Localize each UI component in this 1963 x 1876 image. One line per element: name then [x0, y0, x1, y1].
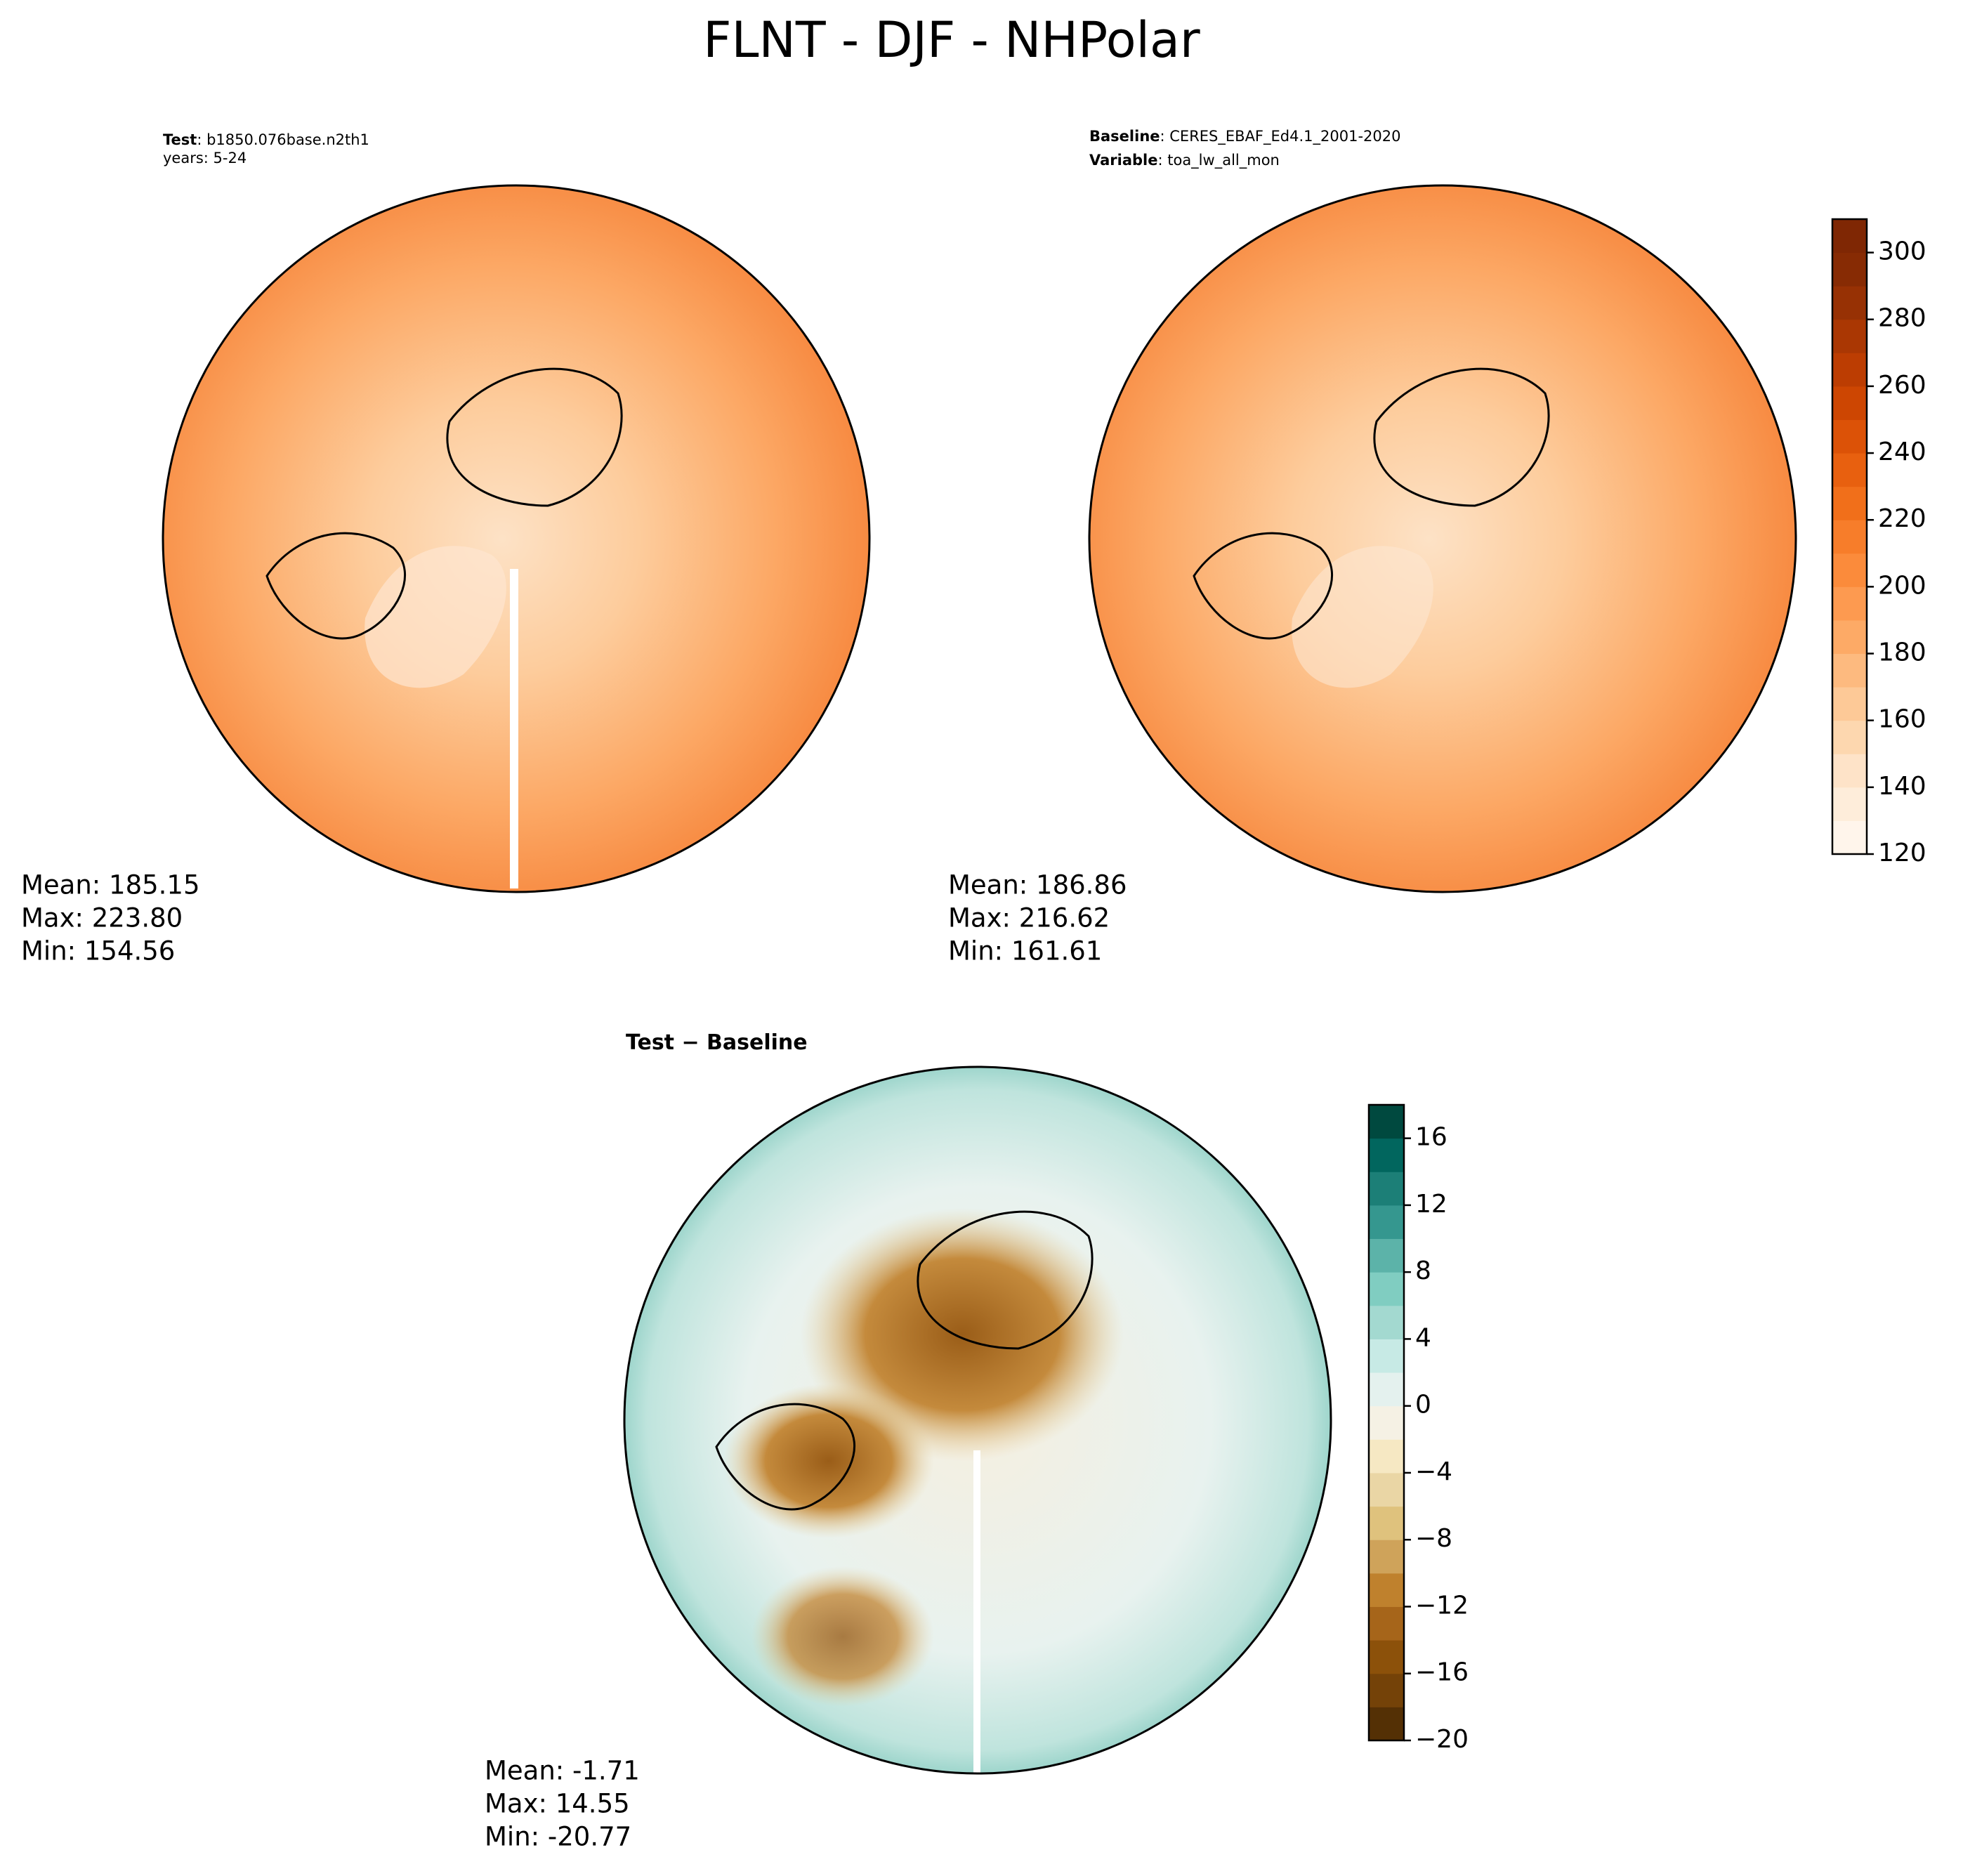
colorbar-band [1369, 1707, 1404, 1741]
colorbar-band [1369, 1606, 1404, 1641]
colorbar-tick-label: 300 [1878, 237, 1926, 266]
stat-text: Mean: -1.71 [485, 1756, 640, 1786]
colorbar-tick-label: 8 [1415, 1257, 1431, 1285]
colorbar-tick-label: 0 [1415, 1391, 1431, 1419]
colorbar-band [1832, 787, 1867, 821]
colorbar-band [1369, 1105, 1404, 1139]
colorbar-band [1832, 319, 1867, 353]
colorbar-band [1369, 1339, 1404, 1373]
colorbar-band [1832, 520, 1867, 554]
map-test [162, 184, 871, 893]
colorbar-band [1832, 553, 1867, 587]
colorbar-tick-label: 280 [1878, 304, 1926, 333]
colorbar-band [1832, 353, 1867, 387]
header-text: years: 5-24 [163, 150, 247, 166]
panel: Baseline: CERES_EBAF_Ed4.1_2001-2020Vari… [948, 128, 1400, 966]
panel-header: Test: b1850.076base.n2th1 [163, 131, 369, 148]
colorbar-band [1832, 252, 1867, 287]
colorbar: 120 140 160 180 200 220 240 260 280 300 [1831, 218, 1926, 867]
panel-header: years: 5-24 [163, 150, 247, 166]
figure-title: FLNT - DJF - NHPolar [703, 11, 1200, 69]
header-key: Variable [1089, 152, 1157, 169]
panel: Test: b1850.076base.n2th1 years: 5-24 Mean… [21, 131, 369, 966]
colorbar-band [1369, 1405, 1404, 1440]
colorbar-tick-label: 220 [1878, 504, 1926, 533]
colorbar-frame [1831, 218, 1868, 855]
colorbar-band [1832, 720, 1867, 754]
header-text: : toa_lw_all_mon [1157, 152, 1279, 169]
stat-text: Mean: 186.86 [948, 870, 1127, 900]
colorbar-band [1369, 1640, 1404, 1674]
colorbar-band [1369, 1238, 1404, 1273]
colorbar-band [1369, 1372, 1404, 1407]
map-difference [623, 1065, 1332, 1775]
colorbar-tick-label: −4 [1415, 1457, 1452, 1486]
stat-text: Min: -20.77 [485, 1822, 631, 1852]
colorbar-tick-label: 4 [1415, 1323, 1431, 1352]
colorbar-band [1369, 1439, 1404, 1474]
colorbar-band [1832, 419, 1867, 454]
colorbar-tick-label: −12 [1415, 1591, 1469, 1620]
colorbar-tick-label: −16 [1415, 1658, 1469, 1687]
colorbar-tick-label: −20 [1415, 1725, 1469, 1754]
colorbar-band [1832, 586, 1867, 621]
colorbar-band [1832, 453, 1867, 487]
colorbar-tick-label: 120 [1878, 839, 1926, 867]
colorbar-frame [1367, 1103, 1405, 1742]
colorbar-band [1832, 286, 1867, 320]
colorbar-band [1369, 1205, 1404, 1240]
header-text: : b1850.076base.n2th1 [197, 131, 369, 148]
colorbar-band [1832, 619, 1867, 655]
stat-text: Mean: 185.15 [21, 870, 200, 900]
stat-text: Max: 14.55 [485, 1789, 630, 1819]
stat-text: Min: 154.56 [21, 936, 175, 966]
colorbar-band [1369, 1506, 1404, 1540]
colorbar-band [1369, 1540, 1404, 1574]
panel-header: Baseline: CERES_EBAF_Ed4.1_2001-2020 [1089, 128, 1400, 145]
colorbar-band [1832, 754, 1867, 788]
colorbar-tick-label: 140 [1878, 772, 1926, 801]
panel-header: Test − Baseline [626, 1030, 808, 1055]
panel-header: Variable: toa_lw_all_mon [1089, 152, 1280, 169]
header-text: : CERES_EBAF_Ed4.1_2001-2020 [1160, 128, 1401, 145]
colorbar-tick-label: 16 [1415, 1123, 1447, 1152]
colorbar-band [1369, 1172, 1404, 1206]
colorbar-tick-label: 260 [1878, 371, 1926, 400]
colorbar-tick-label: 12 [1415, 1190, 1447, 1219]
header-key: Baseline [1089, 128, 1160, 145]
colorbar-band [1832, 219, 1867, 254]
colorbar-band [1832, 653, 1867, 688]
stat-text: Max: 223.80 [21, 903, 183, 933]
header-key: Test [163, 131, 197, 148]
colorbar-band [1369, 1673, 1404, 1707]
colorbar-band [1832, 386, 1867, 420]
map-baseline [1088, 184, 1797, 893]
colorbar-tick-label: 180 [1878, 638, 1926, 667]
colorbar-band [1369, 1472, 1404, 1507]
colorbar: −20 −16 −12 −8 −4 0 4 8 12 16 [1367, 1103, 1469, 1754]
header-key: Test − Baseline [626, 1030, 808, 1055]
stat-text: Max: 216.62 [948, 903, 1110, 933]
colorbar-tick-label: 240 [1878, 438, 1926, 466]
colorbar-band [1369, 1272, 1404, 1306]
colorbar-band [1832, 687, 1867, 721]
colorbar-band [1369, 1305, 1404, 1339]
stat-text: Min: 161.61 [948, 936, 1102, 966]
colorbar-band [1832, 820, 1867, 855]
colorbar-tick-label: 160 [1878, 705, 1926, 734]
colorbar-tick-label: 200 [1878, 571, 1926, 600]
colorbar-tick-label: −8 [1415, 1524, 1452, 1553]
colorbar-band [1369, 1573, 1404, 1607]
colorbar-band [1832, 486, 1867, 520]
colorbar-band [1369, 1138, 1404, 1172]
